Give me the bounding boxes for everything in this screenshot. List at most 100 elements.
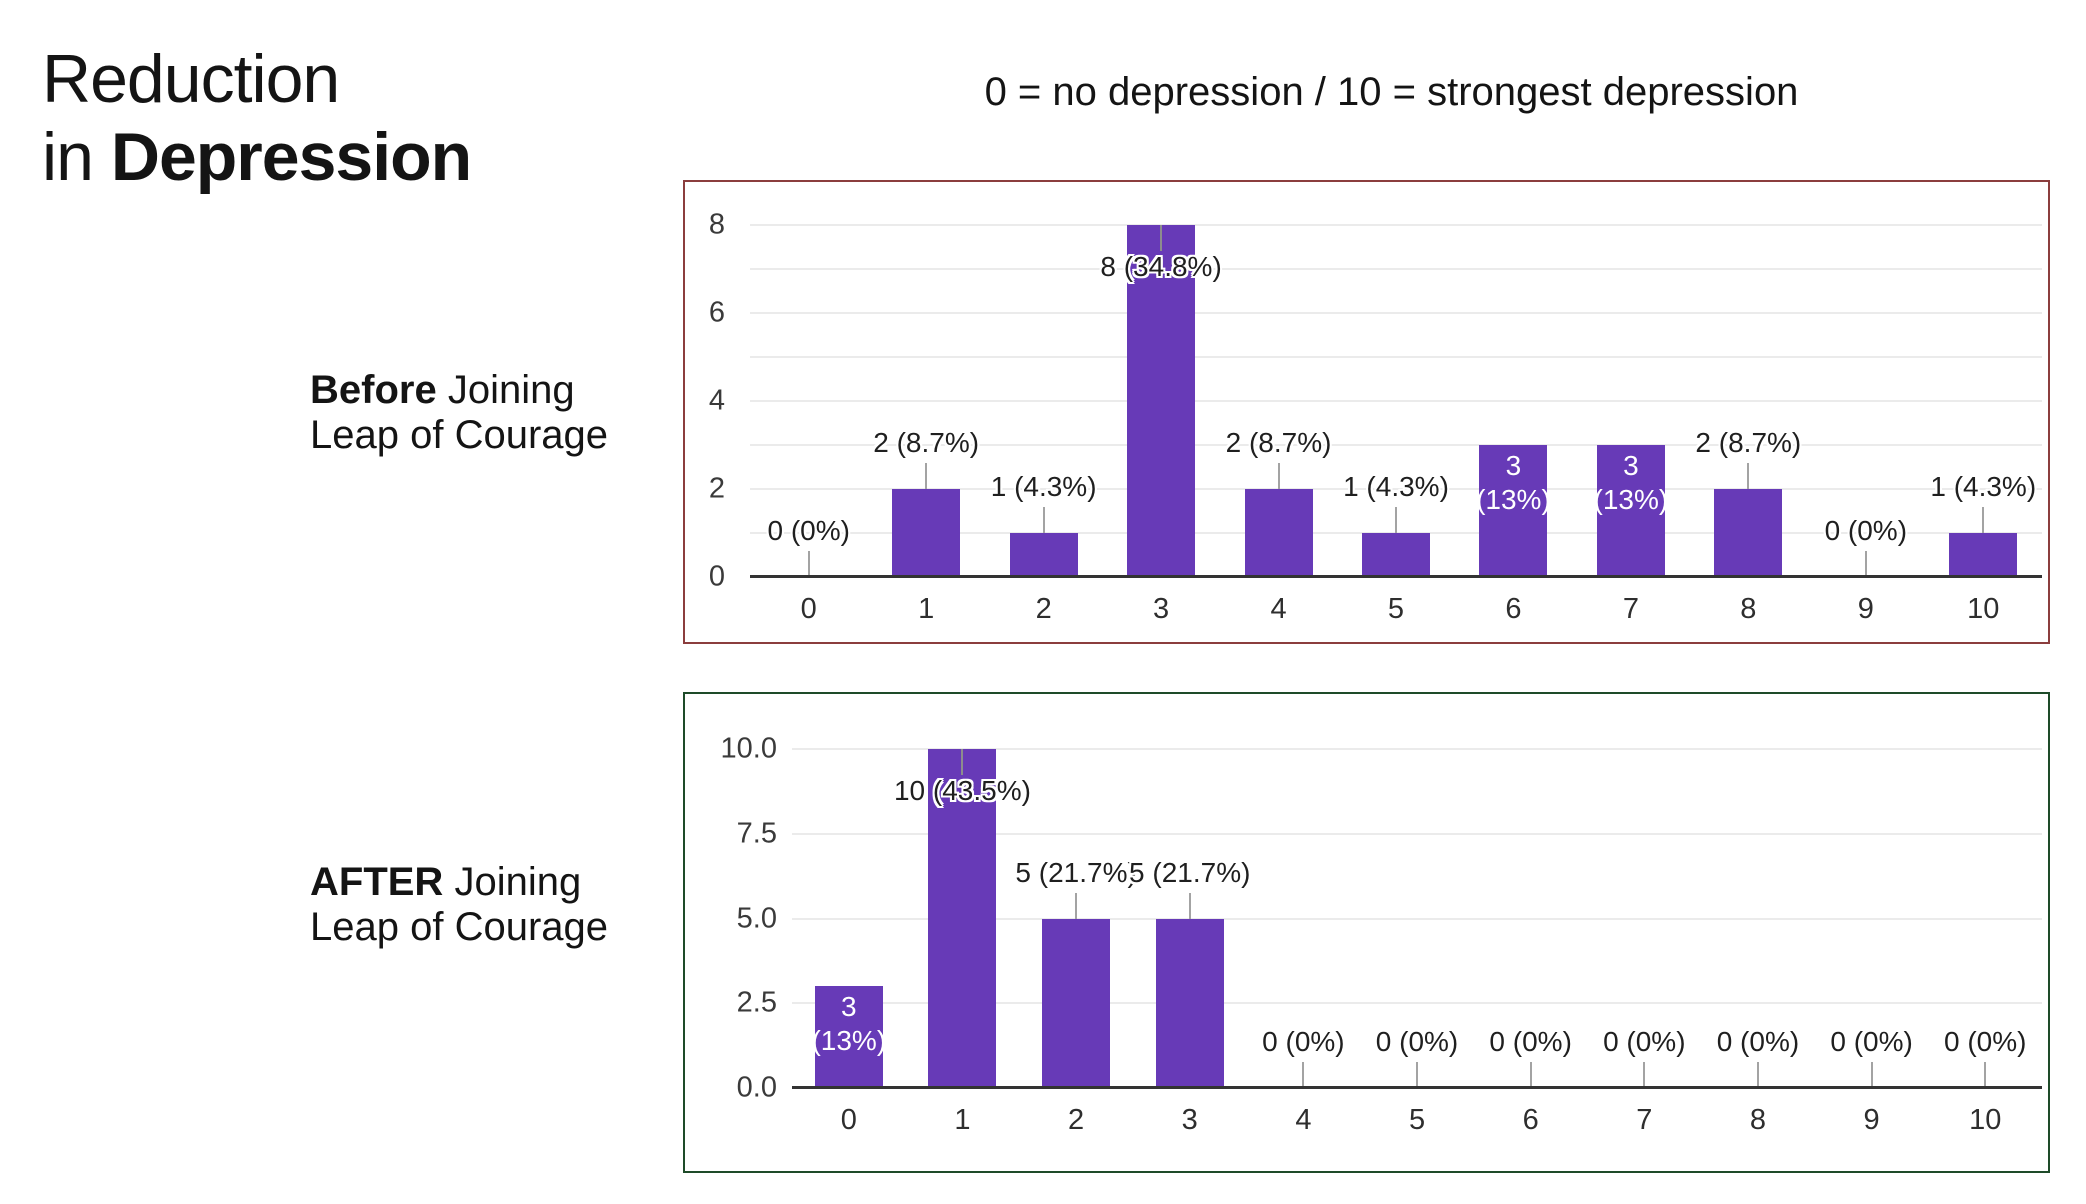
x-tick-label: 7 [1622, 593, 1639, 625]
category-slot: 0 (0%) 9 [1815, 749, 1929, 1136]
bar-label: 2 (8.7%) [1225, 427, 1332, 458]
bar-value-7 [1596, 445, 1665, 577]
bar-label: 0 (0%) [1375, 1026, 1459, 1057]
x-tick-label: 5 [1387, 593, 1405, 625]
category-slot: 0 (0%) 5 [1360, 749, 1474, 1136]
x-tick-label: 1 [954, 1104, 971, 1136]
chart-box-after: 3 (13%) 0 10 (43.5%) 1 5 (21.7%) 2 5 (21.7%) 3 0 … [683, 692, 2050, 1173]
bar-label: 0 (0%) [1716, 1026, 1800, 1057]
label-leader-line [1982, 507, 1985, 533]
bar-label: 2 (8.7%) [873, 427, 980, 458]
bar-label: 5 (21.7%) [1129, 856, 1251, 888]
x-tick-label: 3 [1181, 1104, 1198, 1136]
chart-label-after-line2: Leap of Courage [310, 905, 609, 949]
page-title-line2-bold: Depression [110, 119, 472, 195]
y-tick-label: 0 [708, 560, 725, 593]
category-slot: 0 (0%) 8 [1701, 749, 1815, 1136]
page-title: Reduction in Depression [42, 40, 472, 196]
label-leader-line [925, 463, 928, 489]
x-tick-label: 5 [1408, 1104, 1426, 1136]
bar-value-2 [1042, 918, 1111, 1088]
gridline [792, 1002, 2042, 1005]
y-tick-label: 4 [708, 384, 725, 417]
category-slot: 0 (0%) 6 [1474, 749, 1588, 1136]
bar-label: 0 (0%) [1603, 1026, 1686, 1057]
chart-label-before-line2: Leap of Courage [310, 413, 609, 457]
label-leader-line [1302, 1062, 1305, 1088]
label-leader-line [1160, 225, 1163, 251]
label-leader-line [961, 749, 964, 775]
gridline [750, 268, 2042, 270]
bar-value-2 [1009, 533, 1078, 577]
category-slot: 5 (21.7%) 2 [1015, 749, 1136, 1137]
chart-label-before: Before Joining Leap of Courage [310, 368, 608, 458]
bar-label: 0 (0%) [1489, 1026, 1572, 1057]
label-leader-line [1984, 1062, 1987, 1088]
gridline [792, 832, 2042, 835]
bar-value-10 [1949, 533, 2018, 577]
category-slot: 0 (0%) 0 [750, 225, 867, 625]
category-slot: 1 (4.3%) 10 [1925, 225, 2042, 625]
bar-value-8 [1714, 489, 1783, 577]
y-tick-label: 0.0 [736, 1071, 777, 1104]
x-tick-label: 4 [1295, 1104, 1312, 1136]
x-tick-label: 3 [1153, 593, 1170, 625]
bar-label: 8 (34.8%) [1100, 251, 1222, 282]
x-tick-label: 0 [840, 1104, 857, 1136]
bar-label: 0 (0%) [767, 515, 850, 546]
bar-label: 1 (4.3%) [990, 471, 1097, 502]
bar-value-5 [1361, 533, 1430, 577]
bar-label: 0 (0%) [1830, 1026, 1913, 1057]
bar-slots: 0 (0%) 0 2 (8.7%) 1 1 (4.3%) 2 8 (34.8%) 3 2 (8.… [750, 225, 2042, 625]
x-tick-label: 9 [1863, 1104, 1880, 1136]
gridline [750, 400, 2042, 402]
category-slot: 10 (43.5%) 1 [894, 749, 1031, 1136]
label-leader-line [1075, 892, 1078, 919]
y-tick-label: 5.0 [736, 902, 777, 934]
gridline [750, 488, 2042, 490]
x-tick-label: 1 [918, 593, 935, 625]
bar-label: 10 (43.5%) [893, 775, 1031, 806]
gridline [750, 444, 2042, 446]
y-tick-label: 10.0 [720, 732, 777, 765]
gridline [750, 312, 2042, 314]
bar-slots: 3 (13%) 0 10 (43.5%) 1 5 (21.7%) 2 5 (21.7%) 3 0 … [792, 749, 2042, 1137]
x-axis-line [750, 575, 2042, 578]
category-slot: 8 (34.8%) 3 [1100, 225, 1222, 625]
label-leader-line [1277, 463, 1280, 489]
y-tick-label: 6 [708, 296, 725, 329]
x-axis-line [792, 1086, 2042, 1089]
category-slot: 0 (0%) 7 [1587, 749, 1701, 1136]
x-tick-label: 6 [1522, 1104, 1539, 1136]
category-slot: 5 (21.7%) 3 [1129, 749, 1250, 1137]
bar-label: 1 (4.3%) [1343, 471, 1449, 502]
bar-value-1 [892, 489, 961, 577]
bar-label: 3 (13%) [811, 991, 887, 1057]
chart-box-before: 0 (0%) 0 2 (8.7%) 1 1 (4.3%) 2 8 (34.8%) 3 2 (8.… [683, 180, 2050, 644]
bar-value-3 [1127, 225, 1196, 577]
chart-label-before-bold: Before [310, 368, 437, 412]
y-tick-label: 2.5 [736, 986, 777, 1019]
plot-area: 3 (13%) 0 10 (43.5%) 1 5 (21.7%) 2 5 (21.7%) 3 0 … [792, 748, 2042, 1137]
x-tick-label: 2 [1068, 1104, 1085, 1136]
plot-area: 0 (0%) 0 2 (8.7%) 1 1 (4.3%) 2 8 (34.8%) 3 2 (8.… [750, 224, 2042, 625]
category-slot: 3 (13%) 6 [1455, 225, 1572, 625]
y-tick-label: 8 [708, 208, 725, 241]
page-title-line2-regular: in [42, 119, 94, 195]
category-slot: 0 (0%) 10 [1928, 749, 2042, 1136]
category-slot: 2 (8.7%) 4 [1220, 225, 1337, 625]
bar-value-1 [928, 749, 997, 1088]
gridline [750, 224, 2042, 226]
bar-label: 0 (0%) [1262, 1026, 1345, 1057]
x-tick-label: 2 [1035, 593, 1052, 625]
gridline [750, 356, 2042, 358]
x-tick-label: 7 [1636, 1104, 1653, 1136]
x-tick-label: 0 [800, 593, 817, 625]
label-leader-line [1042, 507, 1045, 533]
label-leader-line [1394, 507, 1397, 533]
label-leader-line [1747, 463, 1750, 489]
y-tick-label: 2 [708, 472, 725, 505]
x-tick-label: 4 [1270, 593, 1287, 625]
bar-label: 3 (13%) [1476, 450, 1551, 515]
